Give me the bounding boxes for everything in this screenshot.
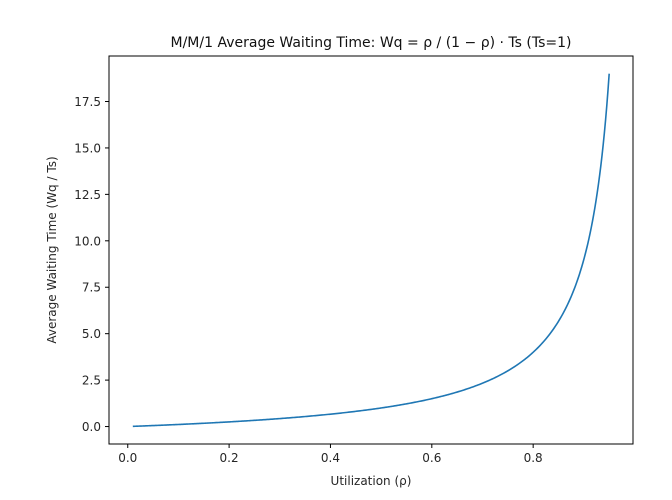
x-tick-label: 0.4 [321,451,340,465]
series-line-wq [132,73,610,428]
chart-title: M/M/1 Average Waiting Time: Wq = ρ / (1 … [171,35,572,51]
x-axis-label: Utilization (ρ) [331,474,412,488]
x-tick-label: 0.8 [524,451,543,465]
y-tick-label: 2.5 [82,374,101,388]
y-axis: 0.0 2.5 5.0 7.5 10.0 12.5 15.0 17.5 [74,95,109,434]
y-tick-label: 17.5 [74,95,101,109]
y-tick-label: 10.0 [74,234,101,248]
y-tick-label: 12.5 [74,188,101,202]
x-tick-label: 0.0 [118,451,137,465]
axes-frame [108,55,634,445]
x-tick-label: 0.6 [422,451,441,465]
y-tick-label: 5.0 [82,327,101,341]
y-tick-label: 15.0 [74,141,101,155]
x-tick-label: 0.2 [220,451,239,465]
y-axis-label: Average Waiting Time (Wq / Ts) [45,156,59,343]
x-axis: 0.0 0.2 0.4 0.6 0.8 [118,444,543,465]
y-tick-label: 7.5 [82,281,101,295]
y-tick-label: 0.0 [82,420,101,434]
